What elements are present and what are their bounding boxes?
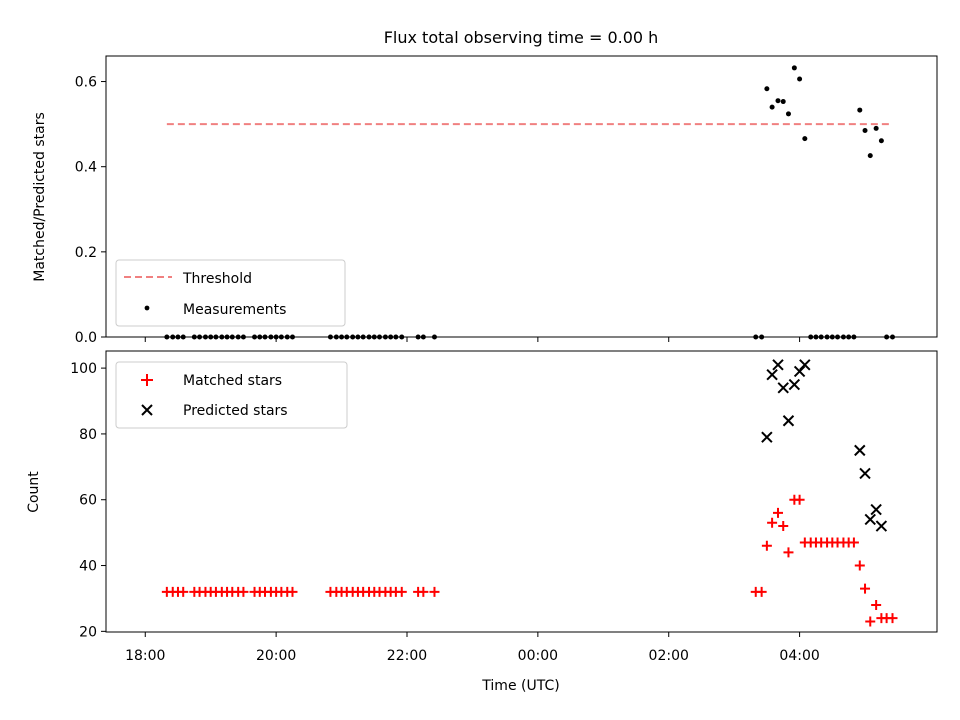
measurement-point xyxy=(862,128,868,134)
bottom-y-tick-label: 80 xyxy=(79,427,97,443)
predicted-star-point xyxy=(766,368,778,381)
x-tick-label: 00:00 xyxy=(518,648,558,664)
matched-star-point xyxy=(429,586,440,597)
bottom-panel: 20 40 60 80 100 18:00 20:00 22:00 00:00 02:00 04:0… xyxy=(26,350,938,694)
predicted-star-point xyxy=(788,378,801,391)
legend-predicted-swatch xyxy=(141,404,153,416)
measurement-point xyxy=(780,99,786,105)
measurement-point xyxy=(802,136,808,142)
matched-star-point xyxy=(761,540,772,551)
bottom-y-tick-label: 100 xyxy=(70,361,97,377)
predicted-star-point xyxy=(782,415,795,427)
legend-measurements-swatch xyxy=(144,305,150,311)
matched-star-point xyxy=(848,537,859,548)
x-tick-label: 20:00 xyxy=(256,648,296,664)
bottom-y-tick-label: 40 xyxy=(79,559,97,575)
matched-star-point xyxy=(860,583,871,594)
predicted-star-point xyxy=(761,431,773,443)
measurement-point xyxy=(764,86,770,92)
measurement-point xyxy=(878,138,884,144)
predicted-star-point xyxy=(870,503,882,516)
measurement-point xyxy=(769,104,775,110)
measurement-point xyxy=(785,111,791,117)
measurement-point xyxy=(867,153,873,159)
x-tick-label: 02:00 xyxy=(649,648,689,664)
top-y-tick-label: 0.2 xyxy=(75,245,97,261)
bottom-y-axis-label: Count xyxy=(26,471,42,513)
matched-star-point xyxy=(871,600,882,611)
matched-star-point xyxy=(756,586,767,597)
bottom-legend-box xyxy=(115,361,348,429)
matched-star-point xyxy=(778,521,789,532)
x-tick-label: 18:00 xyxy=(125,648,165,664)
top-legend: Threshold Measurements xyxy=(115,259,346,327)
legend-matched-swatch xyxy=(141,374,153,386)
legend-threshold-label: Threshold xyxy=(182,271,252,287)
predicted-star-point xyxy=(859,467,871,480)
measurement-point xyxy=(791,65,797,71)
measurement-point xyxy=(857,107,863,113)
matched-star-point xyxy=(854,560,865,571)
top-y-tick-label: 0.0 xyxy=(75,330,97,346)
legend-measurements-label: Measurements xyxy=(183,302,286,318)
bottom-axes-frame xyxy=(105,350,938,633)
x-tick-label: 04:00 xyxy=(779,648,819,664)
matched-star-point xyxy=(887,613,898,624)
matched-star-point xyxy=(865,616,876,627)
matched-star-point xyxy=(287,586,298,597)
predicted-star-point xyxy=(772,359,784,371)
bottom-y-tick-label: 20 xyxy=(79,624,97,640)
matched-star-point xyxy=(396,586,407,597)
matched-star-point xyxy=(178,586,189,597)
x-axis-label: Time (UTC) xyxy=(481,678,559,694)
legend-matched-label: Matched stars xyxy=(183,373,282,389)
measurement-point xyxy=(775,98,781,104)
matched-star-point xyxy=(783,547,794,558)
bottom-legend: Matched stars Predicted stars xyxy=(115,361,348,429)
predicted-star-point xyxy=(799,359,811,371)
matched-star-point xyxy=(794,494,805,505)
x-tick-label: 22:00 xyxy=(387,648,427,664)
top-axes-frame xyxy=(105,55,938,338)
matched-star-point xyxy=(418,586,429,597)
measurement-point xyxy=(873,125,879,131)
predicted-star-point xyxy=(777,382,789,394)
bottom-y-tick-label: 60 xyxy=(79,493,97,509)
matched-star-point xyxy=(238,586,249,597)
top-y-axis-label: Matched/Predicted stars xyxy=(32,112,48,282)
predicted-star-point xyxy=(864,513,876,526)
predicted-star-point xyxy=(854,444,866,457)
measurement-point xyxy=(797,76,803,82)
figure-title: Flux total observing time = 0.00 h xyxy=(384,28,659,47)
top-y-tick-label: 0.6 xyxy=(75,75,97,91)
matched-star-point xyxy=(767,517,778,528)
legend-predicted-label: Predicted stars xyxy=(183,403,288,419)
predicted-star-point xyxy=(875,520,888,532)
matched-star-point xyxy=(772,507,783,518)
top-legend-box xyxy=(115,259,346,327)
top-panel: 0.0 0.2 0.4 0.6 Matched/Predicted stars Thr… xyxy=(32,55,938,346)
top-y-tick-label: 0.4 xyxy=(75,160,97,176)
